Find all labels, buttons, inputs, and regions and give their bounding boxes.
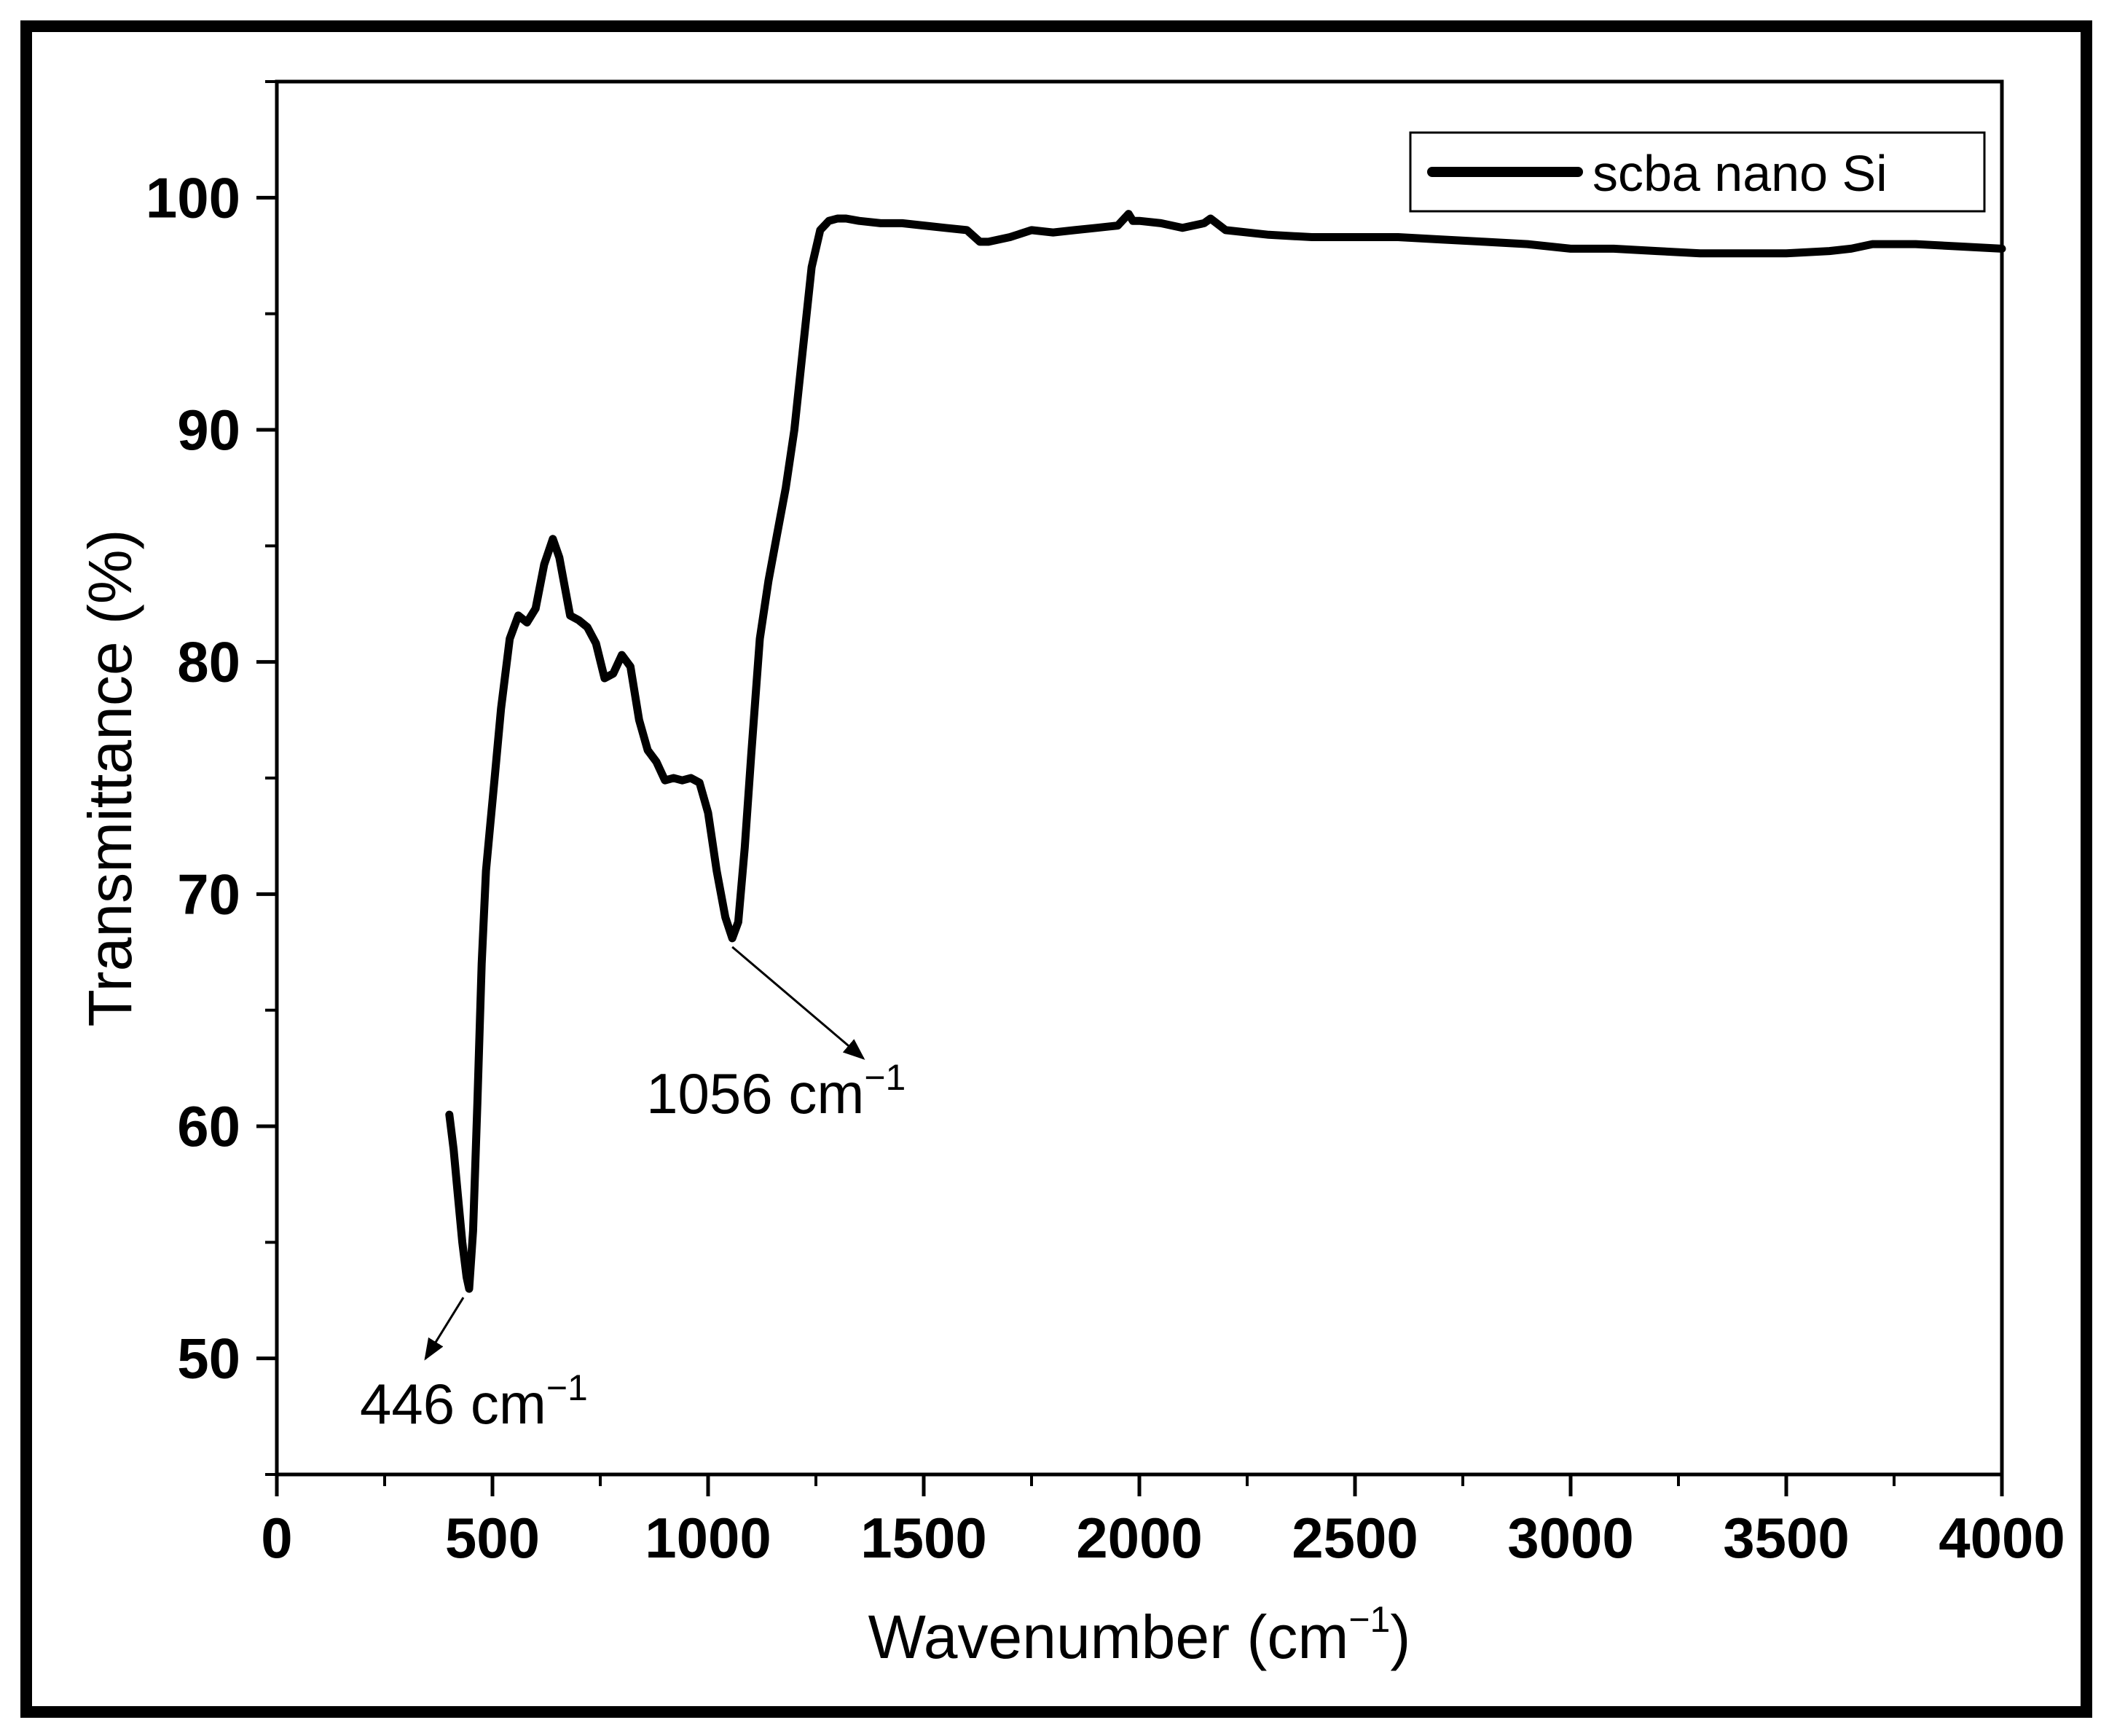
y-tick-label: 100 [146,165,240,229]
x-tick-label: 3500 [1723,1506,1850,1570]
x-axis-title: Wavenumber (cm−1) [868,1599,1411,1671]
x-tick-label: 500 [445,1506,540,1570]
y-axis-title: Transmittance (%) [76,529,144,1026]
annotation-label: 1056 cm−1 [646,1057,906,1126]
legend-label: scba nano Si [1592,145,1888,202]
y-tick-label: 60 [177,1094,240,1158]
annotation-label: 446 cm−1 [360,1367,588,1436]
y-tick-label: 80 [177,630,240,694]
x-tick-label: 0 [261,1506,292,1570]
x-tick-label: 4000 [1939,1506,2065,1570]
y-tick-label: 50 [177,1327,240,1391]
x-tick-label: 3000 [1507,1506,1634,1570]
x-tick-label: 2500 [1292,1506,1418,1570]
annotation-arrow [424,1297,465,1361]
figure-frame [20,20,2092,1718]
annotation-arrow [731,946,865,1060]
x-tick-label: 1000 [645,1506,771,1570]
x-tick-label: 1500 [860,1506,987,1570]
series-line-0 [445,210,2006,1293]
y-tick-label: 90 [177,398,240,462]
y-tick-label: 70 [177,862,240,926]
x-tick-label: 2000 [1076,1506,1203,1570]
plot-area-border [275,79,2004,1477]
